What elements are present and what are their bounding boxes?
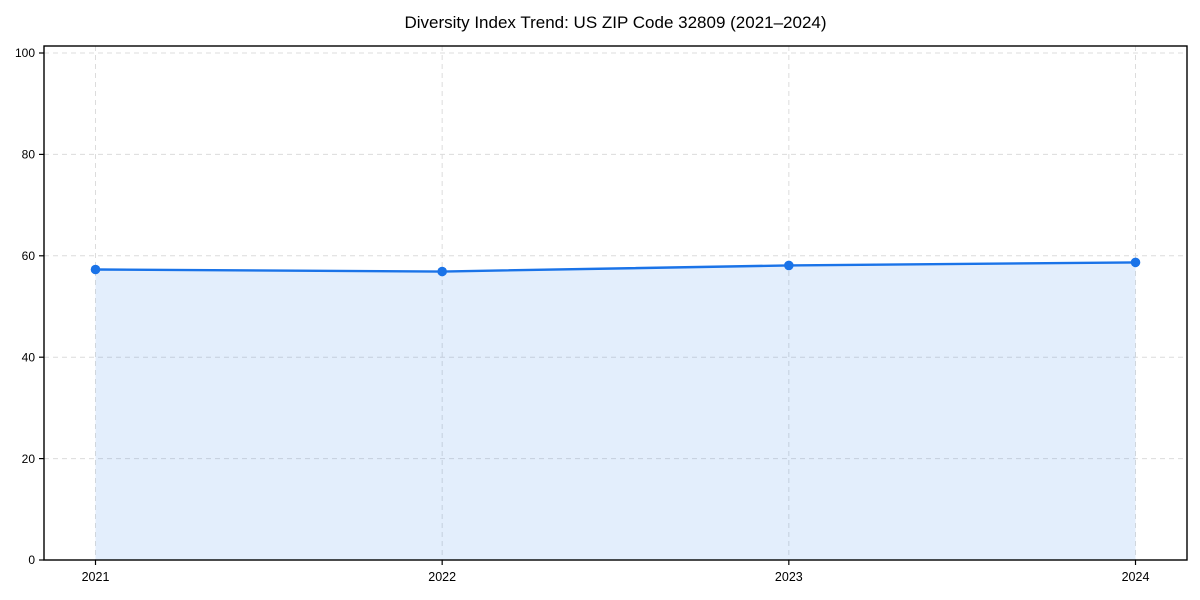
x-tick-label-2023: 2023 (775, 570, 803, 584)
y-tick-label-40: 40 (22, 350, 36, 364)
data-point-2023 (784, 260, 794, 271)
y-tick-label-0: 0 (28, 553, 35, 567)
y-tick-label-100: 100 (15, 46, 35, 60)
area-fill (95, 262, 1136, 560)
data-point-2021 (90, 264, 101, 275)
x-tick-label-2022: 2022 (428, 570, 456, 584)
x-tick-label-2024: 2024 (1122, 570, 1150, 584)
y-tick-label-60: 60 (22, 249, 36, 263)
y-tick-label-80: 80 (22, 148, 36, 162)
chart-title: Diversity Index Trend: US ZIP Code 32809… (404, 13, 827, 32)
axis-spines (43, 45, 1188, 561)
y-tick-label-20: 20 (22, 452, 36, 466)
x-tick-label-2021: 2021 (82, 570, 110, 584)
data-point-2024 (1130, 257, 1141, 268)
data-point-2022 (437, 266, 447, 277)
trend-line (94, 261, 1137, 273)
